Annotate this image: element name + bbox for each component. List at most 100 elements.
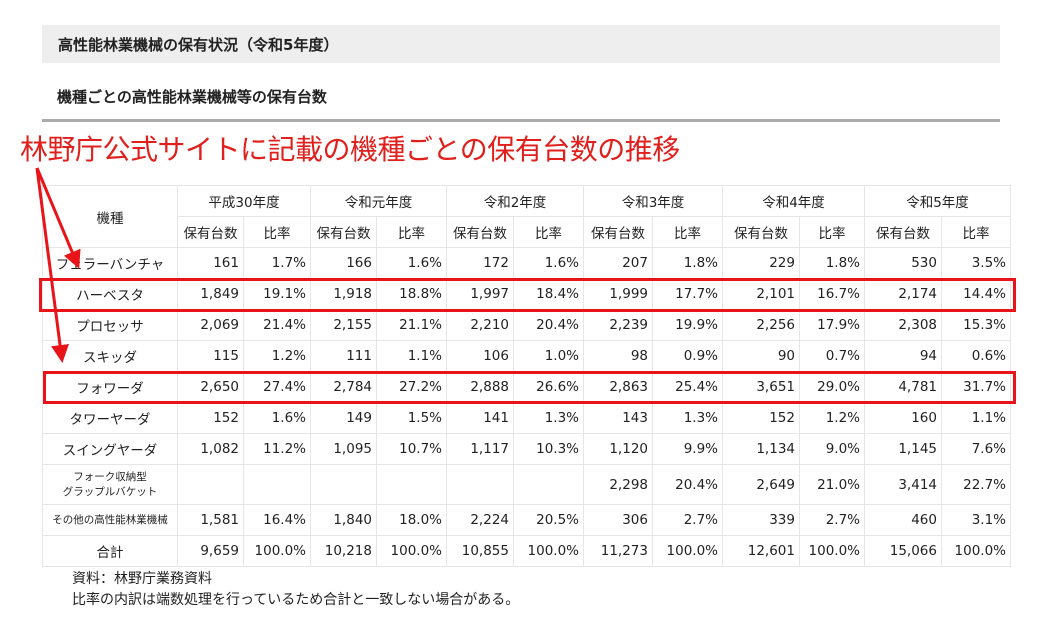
count-cell: 2,298 — [583, 464, 653, 505]
ratio-cell: 1.2% — [243, 340, 311, 372]
page-title-bar: 高性能林業機械の保有状況（令和5年度） — [42, 25, 1000, 63]
ratio-cell: 1.7% — [243, 247, 311, 279]
header-row-sub: 保有台数 比率 保有台数 比率 保有台数 比率 保有台数 比率 保有台数 比率 保有台数 比率 — [43, 216, 1011, 248]
ratio-cell: 1.6% — [376, 247, 447, 279]
highlight-box-forwarder — [43, 371, 1016, 404]
rounding-note: 比率の内訳は端数処理を行っているため合計と一致しない場合がある。 — [72, 592, 520, 608]
ratio-cell: 3.5% — [941, 247, 1011, 279]
header-count: 保有台数 — [446, 216, 514, 248]
ratio-cell: 21.1% — [376, 309, 447, 341]
ratio-cell: 0.7% — [799, 340, 865, 372]
count-cell: 149 — [310, 402, 377, 434]
ratio-cell: 0.9% — [652, 340, 723, 372]
table-row: フォワーダ 2,650 27.4% 2,784 27.2% 2,888 26.6% 2,863… — [42, 371, 1011, 403]
ratio-cell: 2.7% — [652, 504, 723, 536]
page-title: 高性能林業機械の保有状況（令和5年度） — [58, 36, 339, 54]
header-ratio: 比率 — [941, 216, 1011, 248]
ratio-cell: 100.0% — [243, 535, 311, 567]
ratio-cell: 0.6% — [941, 340, 1011, 372]
count-cell: 1,997 — [446, 278, 514, 310]
header-row-years: 機種 平成30年度 令和元年度 令和2年度 令和3年度 令和4年度 令和5年度 — [42, 185, 1011, 248]
count-cell: 11,273 — [583, 535, 653, 567]
ratio-cell: 1.0% — [513, 340, 584, 372]
count-cell: 12,601 — [722, 535, 800, 567]
arrow-to-harvester — [35, 167, 81, 269]
ratio-cell: 18.4% — [513, 278, 584, 310]
count-cell: 15,066 — [864, 535, 942, 567]
count-cell: 1,117 — [446, 433, 514, 465]
count-cell: 2,649 — [722, 464, 800, 505]
header-year: 令和5年度 — [864, 185, 1011, 217]
count-cell: 1,134 — [722, 433, 800, 465]
header-year: 令和2年度 — [446, 185, 584, 217]
count-cell: 1,082 — [177, 433, 244, 465]
ratio-cell: 14.4% — [941, 278, 1011, 310]
count-cell: 10,855 — [446, 535, 514, 567]
ratio-cell: 16.7% — [799, 278, 865, 310]
table-row: フェラーバンチャ 161 1.7% 166 1.6% 172 1.6% 207 1.8% 229 1… — [42, 247, 1011, 279]
ratio-cell: 15.3% — [941, 309, 1011, 341]
table-row: フォーク収納型 グラップルバケット 2,298 20.4% 2,649 21.0% 3,4… — [42, 464, 1011, 505]
count-cell: 2,256 — [722, 309, 800, 341]
count-cell: 143 — [583, 402, 653, 434]
ratio-cell: 9.0% — [799, 433, 865, 465]
annotation-text: 林野庁公式サイトに記載の機種ごとの保有台数の推移 — [20, 133, 680, 166]
divider — [42, 119, 1000, 122]
source-note: 資料：林野庁業務資料 — [72, 571, 212, 587]
count-cell: 94 — [864, 340, 942, 372]
header-count: 保有台数 — [310, 216, 377, 248]
notes: 資料：林野庁業務資料 比率の内訳は端数処理を行っているため合計と一致しない場合が… — [72, 569, 519, 611]
table-row: ハーベスタ 1,849 19.1% 1,918 18.8% 1,997 18.4% 1,999… — [42, 278, 1011, 310]
row-label: タワーヤーダ — [42, 402, 178, 434]
header-ratio: 比率 — [513, 216, 584, 248]
ratio-cell: 1.6% — [513, 247, 584, 279]
ratio-cell: 26.6% — [513, 371, 584, 403]
ratio-cell: 1.3% — [652, 402, 723, 434]
ratio-cell: 100.0% — [941, 535, 1011, 567]
count-cell: 10,218 — [310, 535, 377, 567]
count-cell: 166 — [310, 247, 377, 279]
ratio-cell: 10.3% — [513, 433, 584, 465]
header-year: 令和元年度 — [310, 185, 447, 217]
count-cell: 339 — [722, 504, 800, 536]
count-cell: 1,581 — [177, 504, 244, 536]
ratio-cell: 100.0% — [652, 535, 723, 567]
header-ratio: 比率 — [376, 216, 447, 248]
count-cell: 106 — [446, 340, 514, 372]
ratio-cell: 1.1% — [941, 402, 1011, 434]
count-cell: 2,174 — [864, 278, 942, 310]
table-row: その他の高性能林業機械 1,581 16.4% 1,840 18.0% 2,224 20.5… — [42, 504, 1011, 536]
count-cell: 90 — [722, 340, 800, 372]
ratio-cell: 3.1% — [941, 504, 1011, 536]
section-title: 機種ごとの高性能林業機械等の保有台数 — [57, 88, 327, 106]
header-count: 保有台数 — [583, 216, 653, 248]
ratio-cell: 1.2% — [799, 402, 865, 434]
count-cell: 2,863 — [583, 371, 653, 403]
ratio-cell — [513, 464, 584, 505]
row-label: フォーク収納型 グラップルバケット — [42, 464, 178, 505]
highlight-box-harvester — [39, 278, 1016, 312]
count-cell — [177, 464, 244, 505]
table-row: プロセッサ 2,069 21.4% 2,155 21.1% 2,210 20.4% 2,239… — [42, 309, 1011, 341]
arrow-to-forwarder — [35, 167, 69, 363]
ratio-cell: 100.0% — [513, 535, 584, 567]
row-label: 合計 — [42, 535, 178, 567]
header-year: 令和3年度 — [583, 185, 723, 217]
count-cell: 1,120 — [583, 433, 653, 465]
ratio-cell: 2.7% — [799, 504, 865, 536]
ratio-cell: 22.7% — [941, 464, 1011, 505]
count-cell: 1,145 — [864, 433, 942, 465]
count-cell: 1,840 — [310, 504, 377, 536]
ratio-cell: 19.1% — [243, 278, 311, 310]
count-cell: 2,224 — [446, 504, 514, 536]
ownership-table: 機種 平成30年度 令和元年度 令和2年度 令和3年度 令和4年度 令和5年度 保有台数 比率保… — [42, 185, 1011, 567]
header-year: 令和4年度 — [722, 185, 865, 217]
count-cell: 2,069 — [177, 309, 244, 341]
ratio-cell: 21.0% — [799, 464, 865, 505]
count-cell: 161 — [177, 247, 244, 279]
ratio-cell: 20.5% — [513, 504, 584, 536]
table-row: 合計 9,659 100.0% 10,218 100.0% 10,855 100.0% 11,… — [42, 535, 1011, 567]
ratio-cell: 9.9% — [652, 433, 723, 465]
count-cell: 152 — [177, 402, 244, 434]
